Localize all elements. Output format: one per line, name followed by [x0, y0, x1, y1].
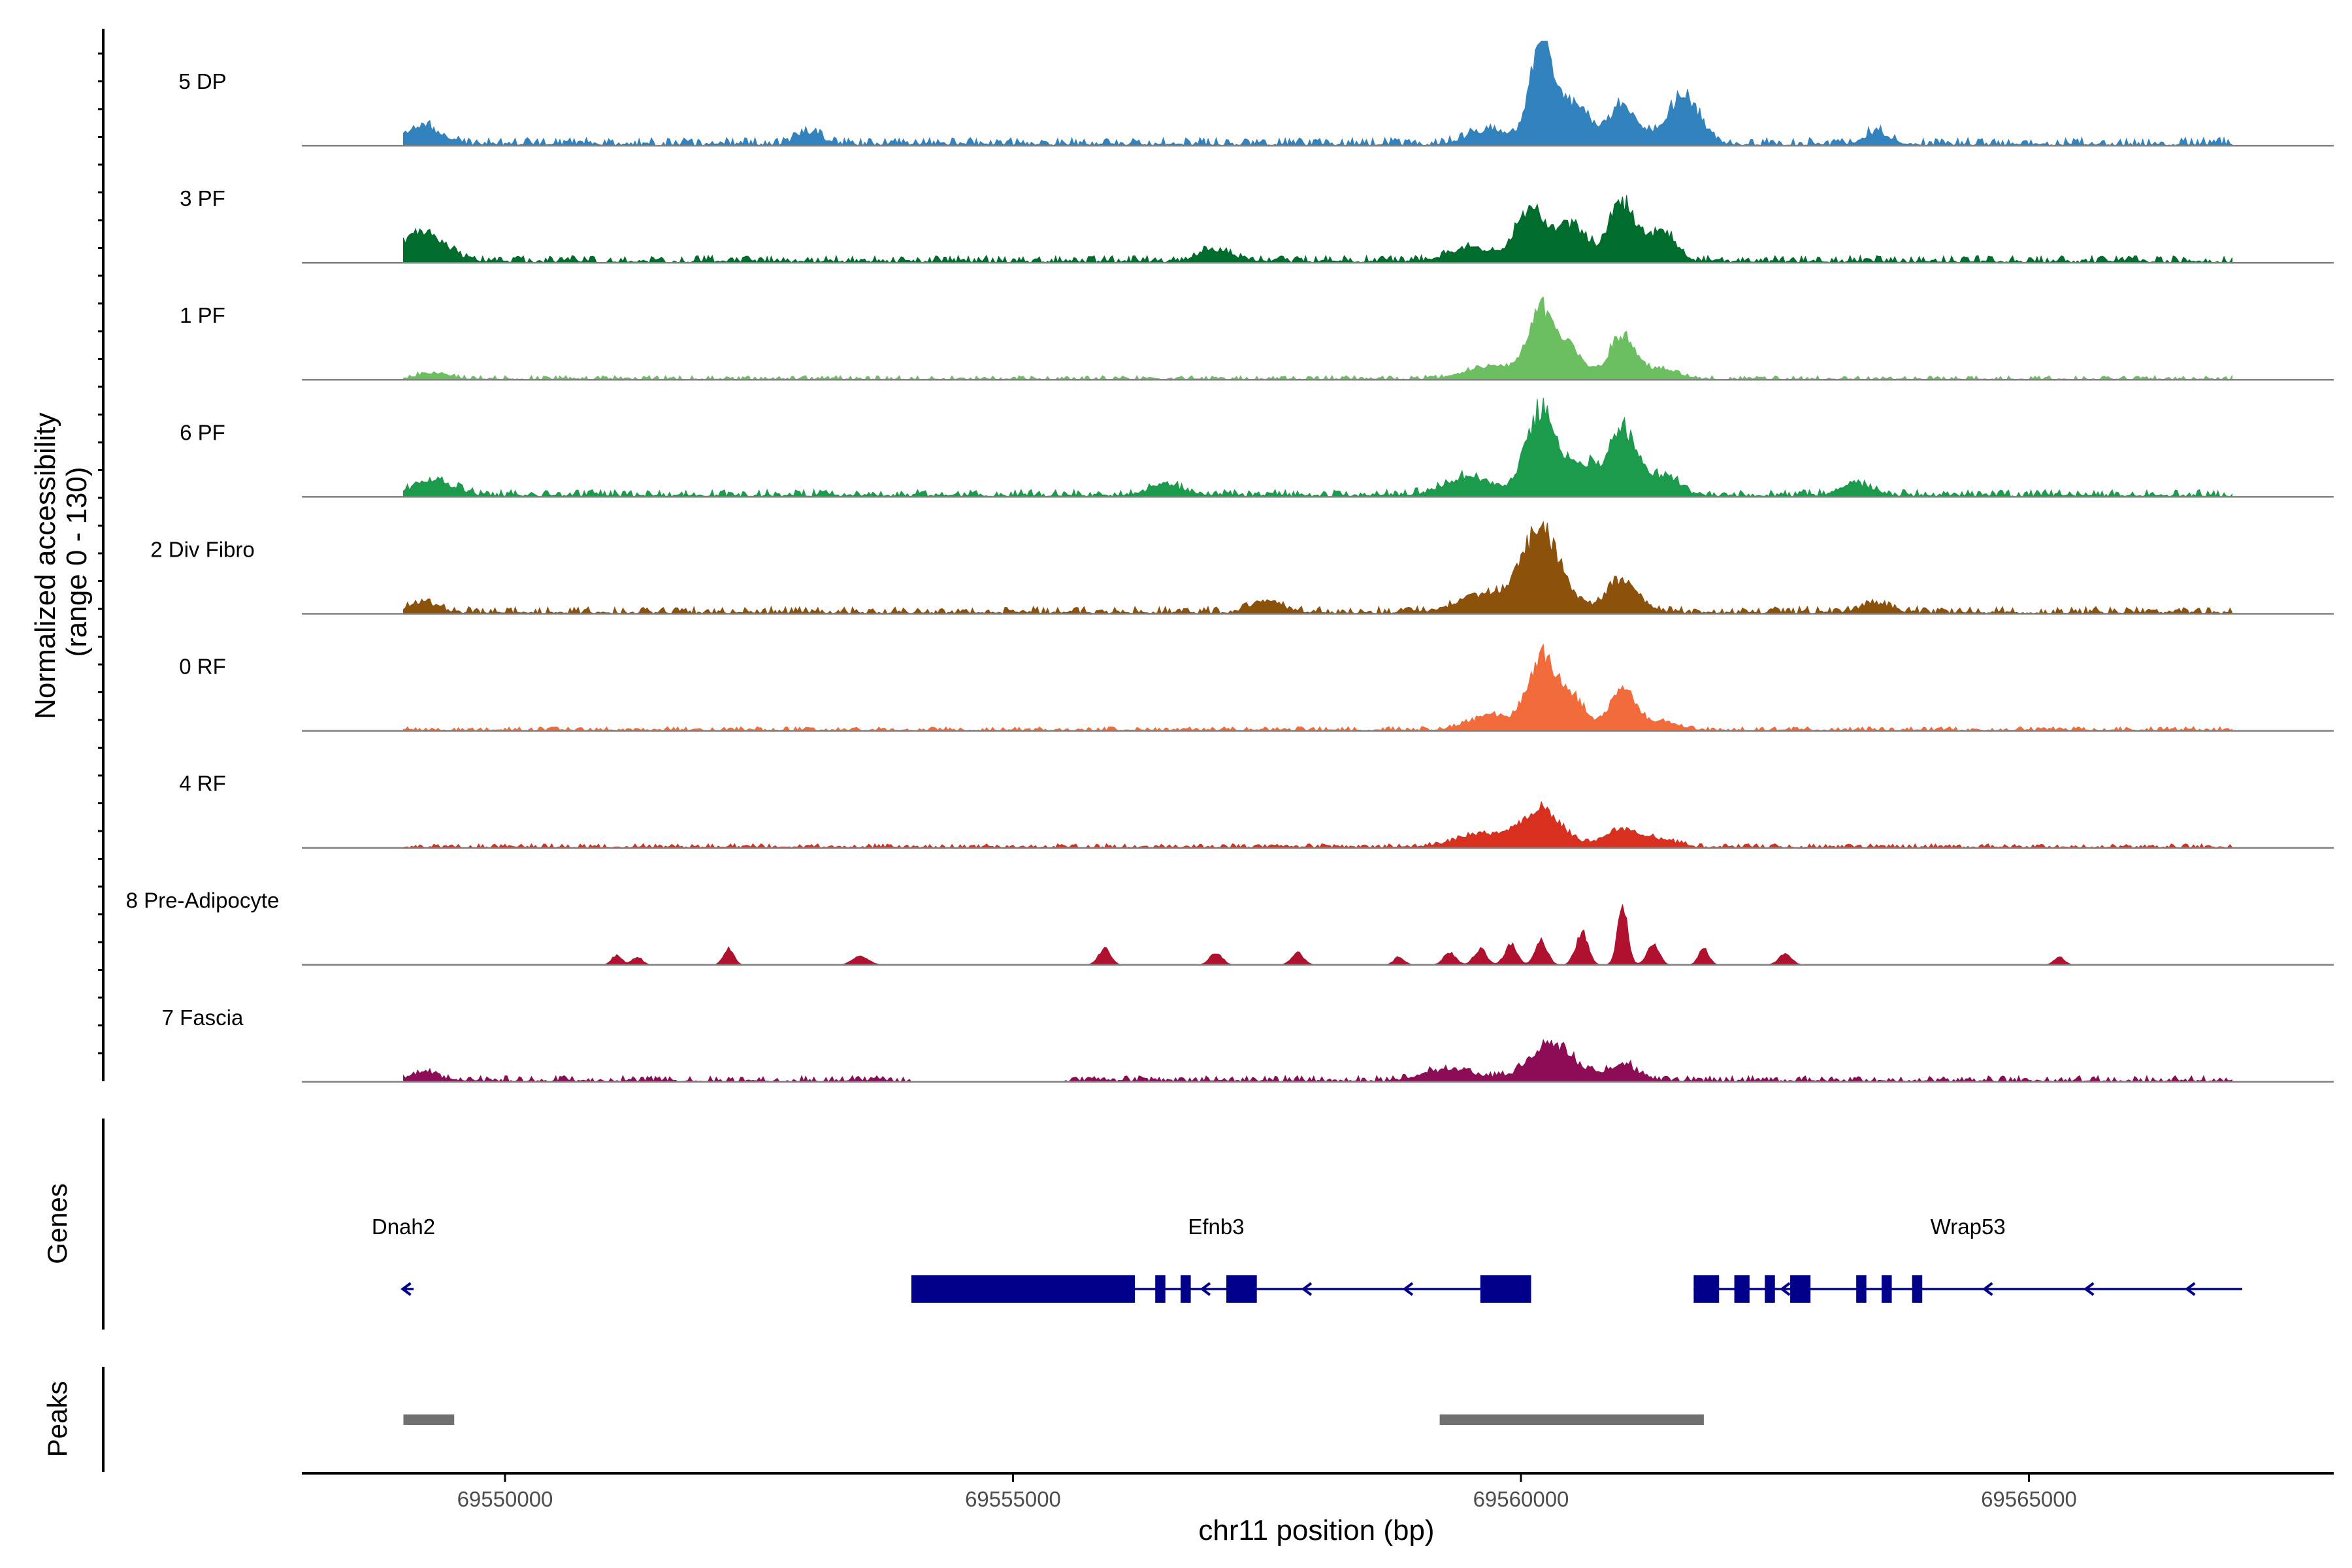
strand-arrow [1982, 1282, 1993, 1296]
x-tick-label: 69555000 [965, 1487, 1061, 1511]
peaks-panel-title: Peaks [42, 1381, 73, 1458]
strand-arrow [1780, 1282, 1791, 1296]
y-axis-title-line-2: (range 0 - 130) [61, 466, 93, 657]
gene-exon [1226, 1275, 1257, 1303]
track-label: 8 Pre-Adipocyte [126, 889, 280, 913]
strand-arrow [2185, 1282, 2196, 1296]
gene-exon [1181, 1275, 1191, 1303]
coverage-area [403, 800, 2232, 849]
coverage-area [403, 520, 2232, 615]
y-axis-title-line-1: Normalized accessibility [29, 412, 61, 719]
track-label: 1 PF [180, 303, 225, 327]
gene-exon [1790, 1275, 1811, 1303]
peak-region [403, 1414, 455, 1425]
gene-wrap53: Wrap53 [1693, 1215, 2243, 1303]
peak-track [403, 1414, 1704, 1425]
y-axis-title: Normalized accessibility (range 0 - 130) [29, 404, 93, 719]
y-axis-ticks [98, 52, 103, 1054]
track-1-pf: 1 PF [180, 296, 2334, 381]
gene-exon [1693, 1275, 1720, 1303]
track-label: 4 RF [179, 772, 226, 796]
track-label: 7 Fascia [162, 1005, 244, 1030]
coverage-tracks: 5 DP 3 PF 1 PF 6 PF 2 Div Fibro 0 RF 4 RF 8 Pre… [126, 41, 2334, 1083]
track-5-dp: 5 DP [178, 41, 2334, 147]
track-2-div-fibro: 2 Div Fibro [150, 520, 2334, 615]
gene-exon [1765, 1275, 1775, 1303]
x-tick-label: 69550000 [457, 1487, 553, 1511]
gene-exon [1912, 1275, 1923, 1303]
gene-track: Dnah2 Efnb3 Wrap53 [372, 1215, 2243, 1303]
x-axis-title: chr11 position (bp) [1198, 1514, 1434, 1546]
track-0-rf: 0 RF [179, 643, 2334, 732]
track-label: 2 Div Fibro [150, 537, 255, 561]
gene-efnb3: Efnb3 [911, 1215, 1531, 1303]
x-tick-label: 69560000 [1473, 1487, 1569, 1511]
coverage-area [403, 195, 2232, 264]
gene-label: Wrap53 [1931, 1215, 2006, 1239]
gene-exon [911, 1275, 1135, 1303]
track-3-pf: 3 PF [180, 186, 2334, 264]
track-8-pre-adipocyte: 8 Pre-Adipocyte [126, 889, 2334, 966]
gene-exon [1734, 1275, 1750, 1303]
gene-dnah2: Dnah2 [372, 1215, 435, 1296]
coverage-area [403, 41, 2232, 147]
gene-exon [1480, 1275, 1531, 1303]
genes-panel-title: Genes [42, 1183, 73, 1264]
track-6-pf: 6 PF [180, 397, 2334, 498]
gene-exon [1882, 1275, 1892, 1303]
x-axis-ticks: 69550000 69555000 69560000 69565000 [457, 1473, 2077, 1511]
x-tick-label: 69565000 [1981, 1487, 2077, 1511]
track-label: 6 PF [180, 420, 225, 444]
gene-exon [1155, 1275, 1166, 1303]
strand-arrow [1200, 1282, 1211, 1296]
strand-arrow [1301, 1282, 1313, 1296]
gene-label: Dnah2 [372, 1215, 435, 1239]
strand-arrow [400, 1282, 412, 1296]
coverage-area [403, 296, 2232, 381]
strand-arrow [2083, 1282, 2095, 1296]
track-label: 5 DP [178, 69, 226, 93]
gene-exon [1856, 1275, 1867, 1303]
track-4-rf: 4 RF [179, 772, 2334, 849]
gene-label: Efnb3 [1188, 1215, 1244, 1239]
track-7-fascia: 7 Fascia [162, 1005, 2334, 1083]
strand-arrow [1402, 1282, 1414, 1296]
track-label: 3 PF [180, 186, 225, 210]
track-label: 0 RF [179, 655, 226, 679]
peak-region [1439, 1414, 1704, 1425]
